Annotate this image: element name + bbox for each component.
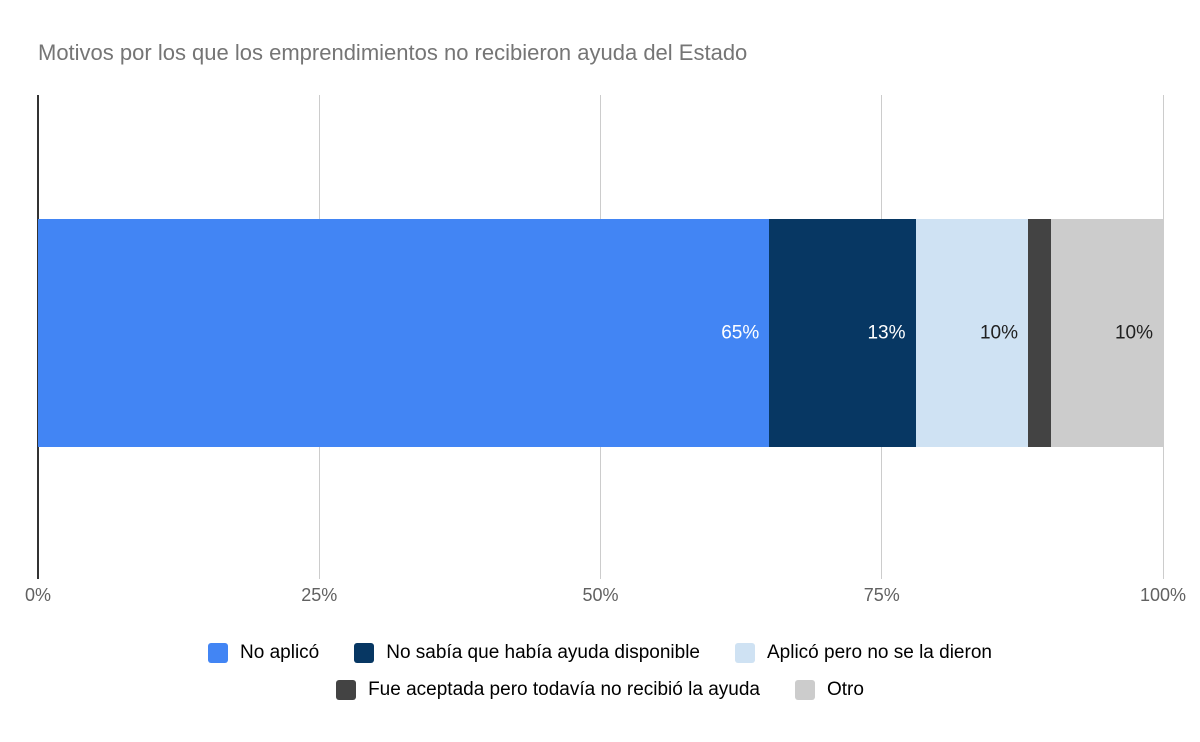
legend-swatch	[354, 643, 375, 663]
bar-segment-label: 10%	[979, 322, 1018, 344]
legend-row: Fue aceptada pero todavía no recibió la …	[0, 676, 1200, 704]
x-tick-label: 50%	[582, 585, 619, 605]
legend-item: Otro	[794, 678, 864, 702]
legend-label: Aplicó pero no se la dieron	[766, 642, 992, 663]
x-tick-label: 100%	[1139, 585, 1187, 605]
legend-label: No aplicó	[240, 642, 320, 663]
legend-item: No aplicó	[208, 641, 319, 665]
x-axis-labels: 0% 25% 50% 75% 100%	[25, 584, 1186, 608]
legend-item: No sabía que había ayuda disponible	[354, 641, 700, 665]
legend: No aplicó No sabía que había ayuda dispon…	[0, 639, 1200, 713]
bar-segment-4	[1028, 219, 1051, 447]
bar-segment-5: 10%	[1050, 219, 1163, 447]
x-tick-label: 0%	[24, 585, 52, 605]
bar-segment-2: 13%	[769, 219, 916, 447]
legend-swatch	[794, 680, 815, 700]
legend-row: No aplicó No sabía que había ayuda dispon…	[0, 639, 1200, 667]
legend-swatch	[336, 680, 357, 700]
legend-label: Otro	[826, 679, 864, 700]
bar-segment-label: 65%	[721, 322, 760, 344]
bar-segment-label: 10%	[1114, 322, 1153, 344]
legend-label: No sabía que había ayuda disponible	[386, 642, 700, 663]
plot-area: 65% 13% 10% 10%	[37, 95, 1164, 579]
legend-swatch	[734, 643, 755, 663]
legend-item: Aplicó pero no se la dieron	[734, 641, 992, 665]
legend-label: Fue aceptada pero todavía no recibió la …	[368, 679, 760, 700]
x-tick-label: 75%	[863, 585, 900, 605]
gridline	[1162, 95, 1164, 579]
chart-title: Motivos por los que los emprendimientos …	[38, 40, 748, 65]
bar-segment-3: 10%	[915, 219, 1028, 447]
bar-segment-label: 13%	[867, 322, 906, 344]
bar-segment-1: 65%	[38, 219, 770, 447]
x-tick-label: 25%	[301, 585, 338, 605]
stacked-bar: 65% 13% 10% 10%	[38, 219, 1163, 447]
legend-item: Fue aceptada pero todavía no recibió la …	[336, 678, 760, 702]
legend-swatch	[208, 643, 229, 663]
